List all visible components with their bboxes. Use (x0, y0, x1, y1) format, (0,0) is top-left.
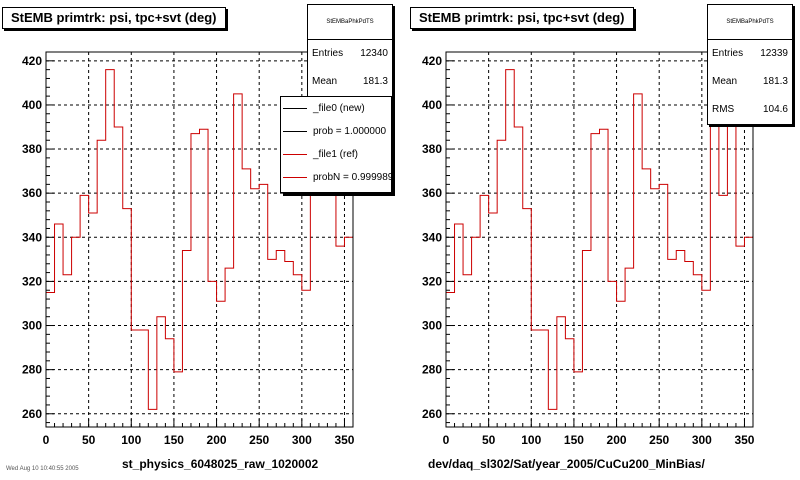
x-tick-label: 200 (607, 433, 627, 447)
legend-item-file0: _file0 (new) (281, 97, 391, 120)
x-tick-label: 350 (334, 433, 354, 447)
left-stats-mean-label: Mean (312, 76, 338, 87)
histogram-series (446, 69, 753, 410)
right-stats-mean-value: 181.3 (762, 76, 788, 87)
right-stats-entries-label: Entries (712, 48, 744, 59)
legend-label-file0: _file0 (new) (313, 103, 365, 114)
y-tick-label: 320 (22, 274, 42, 288)
legend-swatch-probn (283, 177, 307, 178)
right-stats-name: StEMBaPhkPdTS (708, 5, 792, 40)
y-tick-label: 420 (422, 54, 442, 68)
y-tick-label: 380 (422, 142, 442, 156)
x-tick-label: 300 (692, 433, 712, 447)
x-tick-label: 0 (443, 433, 450, 447)
right-chart-title: StEMB primtrk: psi, tpc+svt (deg) (410, 7, 634, 29)
left-stats-name: StEMBaPhkPdTS (308, 5, 392, 40)
legend-swatch-file0 (283, 108, 307, 109)
x-tick-label: 100 (121, 433, 141, 447)
right-stats-rms-label: RMS (712, 104, 735, 115)
y-tick-label: 340 (422, 230, 442, 244)
legend-item-file1: _file1 (ref) (281, 143, 391, 166)
right-stats-rms: RMS 104.6 (708, 96, 792, 124)
left-legend: _file0 (new) prob = 1.000000 _file1 (ref… (280, 96, 392, 193)
x-tick-label: 250 (649, 433, 669, 447)
left-stats-box: StEMBaPhkPdTS Entries 12340 Mean 181.3 (307, 4, 393, 97)
y-tick-label: 300 (22, 319, 42, 333)
histogram-series (46, 69, 353, 410)
right-stats-box: StEMBaPhkPdTS Entries 12339 Mean 181.3 R… (707, 4, 793, 125)
x-tick-label: 50 (82, 433, 96, 447)
x-tick-label: 50 (482, 433, 496, 447)
y-tick-label: 300 (422, 319, 442, 333)
legend-label-file1: _file1 (ref) (313, 149, 359, 160)
y-tick-label: 320 (422, 274, 442, 288)
right-stats-entries-value: 12339 (760, 48, 788, 59)
x-tick-label: 350 (734, 433, 754, 447)
left-stats-entries-value: 12340 (360, 48, 388, 59)
y-tick-label: 400 (22, 98, 42, 112)
x-tick-label: 150 (164, 433, 184, 447)
y-tick-label: 260 (422, 407, 442, 421)
right-histogram: 0 50 100 150 200 250 300 350 260 280 300 320 340 360 3… (422, 51, 755, 447)
left-stats-mean: Mean 181.3 (308, 68, 392, 96)
timestamp-footer: Wed Aug 10 10:40:55 2005 (6, 466, 79, 472)
right-stats-rms-value: 104.6 (762, 104, 788, 115)
x-tick-label: 0 (43, 433, 50, 447)
left-stats-entries-label: Entries (312, 48, 344, 59)
right-stats-mean: Mean 181.3 (708, 68, 792, 96)
left-chart-title: StEMB primtrk: psi, tpc+svt (deg) (2, 7, 226, 29)
y-tick-label: 340 (22, 230, 42, 244)
right-stats-mean-label: Mean (712, 76, 738, 87)
y-tick-label: 420 (22, 54, 42, 68)
y-tick-label: 260 (22, 407, 42, 421)
left-x-axis-title: st_physics_6048025_raw_1020002 (122, 457, 319, 471)
legend-swatch-prob (283, 131, 307, 132)
y-tick-label: 400 (422, 98, 442, 112)
y-tick-label: 280 (422, 363, 442, 377)
legend-item-prob: prob = 1.000000 (281, 120, 391, 143)
x-tick-label: 100 (521, 433, 541, 447)
left-panel: 0 50 100 150 200 250 300 350 260 280 300 320 340 360 3… (2, 4, 393, 471)
legend-label-prob: prob = 1.000000 (313, 126, 387, 137)
right-panel: 0 50 100 150 200 250 300 350 260 280 300 320 340 360 3… (400, 0, 800, 480)
y-tick-label: 360 (422, 186, 442, 200)
right-x-axis-title: dev/daq_sl302/Sat/year_2005/CuCu200_MinB… (428, 457, 705, 471)
y-tick-label: 380 (22, 142, 42, 156)
y-tick-label: 360 (22, 186, 42, 200)
x-tick-label: 300 (292, 433, 312, 447)
left-stats-entries: Entries 12340 (308, 40, 392, 68)
x-tick-label: 250 (249, 433, 269, 447)
y-tick-label: 280 (22, 363, 42, 377)
right-stats-entries: Entries 12339 (708, 40, 792, 68)
left-stats-mean-value: 181.3 (362, 76, 388, 87)
legend-swatch-file1 (283, 154, 307, 155)
x-tick-label: 200 (207, 433, 227, 447)
legend-item-probn: probN = 0.999989 (281, 166, 391, 189)
legend-label-probn: probN = 0.999989 (313, 172, 392, 183)
x-tick-label: 150 (564, 433, 584, 447)
